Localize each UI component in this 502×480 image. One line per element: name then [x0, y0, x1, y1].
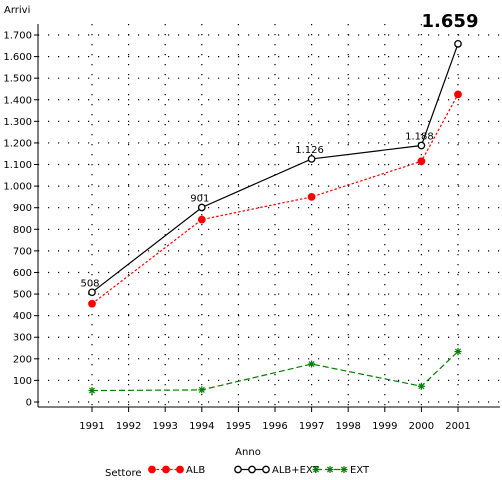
legend-marker-alb: [148, 465, 156, 474]
legend-label-alb-ext: ALB+EXT: [272, 465, 320, 476]
x-tick-label: 1999: [372, 421, 397, 432]
y-tick-label: 500: [13, 290, 32, 301]
y-tick-label: 1.600: [3, 52, 32, 63]
data-point-alb-ext: [88, 288, 96, 297]
legend-marker-alb-ext: [248, 465, 256, 474]
y-tick-label: 400: [13, 311, 32, 322]
y-tick-label: 0: [26, 398, 32, 409]
data-point-alb: [417, 157, 426, 166]
x-tick-label: 1998: [335, 421, 360, 432]
y-tick-label: 800: [13, 225, 32, 236]
x-tick-label: 2000: [409, 421, 434, 432]
data-label: 901: [190, 193, 209, 204]
legend-label-ext: EXT: [350, 465, 370, 476]
y-tick-label: 900: [13, 203, 32, 214]
y-tick-label: 1.100: [3, 160, 32, 171]
series-line-ext: [91, 351, 459, 392]
x-tick-label: 1991: [79, 421, 104, 432]
x-tick-label: 1992: [116, 421, 141, 432]
legend-marker-alb: [162, 465, 170, 474]
y-tick-label: 1.300: [3, 117, 32, 128]
y-axis-title: Arrivi: [4, 5, 30, 16]
data-point-alb: [307, 193, 316, 201]
data-point-alb: [454, 90, 462, 99]
x-tick-label: 1995: [226, 421, 251, 432]
legend-title: Settore: [105, 468, 142, 479]
legend: Settore ALB ALB+EXT EXT: [105, 465, 370, 479]
x-tick-label: 1997: [299, 421, 324, 432]
series-line-alb: [91, 94, 459, 305]
y-tick-label: 100: [13, 376, 32, 387]
data-label: 508: [80, 278, 99, 289]
y-tick-label: 300: [13, 333, 32, 344]
x-axis-title: Anno: [235, 447, 261, 458]
legend-marker-ext: [312, 466, 320, 473]
legend-label-alb: ALB: [186, 465, 205, 476]
legend-marker-ext: [340, 466, 348, 473]
x-tick-label: 1993: [152, 421, 177, 432]
y-tick-label: 1.400: [3, 95, 32, 106]
x-tick-label: 1996: [262, 421, 287, 432]
data-point-ext: [454, 347, 462, 355]
data-point-alb: [88, 299, 96, 308]
legend-marker-alb-ext: [262, 465, 270, 474]
x-tick-label: 1994: [189, 421, 214, 432]
data-point-ext: [88, 387, 96, 395]
y-tick-label: 1.700: [3, 31, 32, 42]
data-label: 1.188: [405, 132, 434, 143]
axes: 0 100 200 300 400 500 600 700 800 900 1.000 1.100 1.…: [3, 24, 500, 432]
data-labels: 508 901 1.126 1.188 1.659: [80, 11, 478, 289]
data-point-alb-ext: [417, 141, 426, 150]
series-layer: [88, 40, 462, 395]
data-label: 1.659: [422, 11, 479, 32]
y-tick-label: 600: [13, 268, 32, 279]
y-tick-label: 1.500: [3, 74, 32, 85]
legend-marker-alb: [176, 465, 184, 474]
data-point-alb-ext: [454, 40, 462, 48]
x-tick-label: 2001: [445, 421, 470, 432]
legend-marker-alb-ext: [234, 465, 242, 474]
grid: [38, 24, 500, 407]
data-point-alb: [197, 215, 206, 224]
data-point-alb-ext: [197, 203, 206, 212]
data-label: 1.126: [295, 145, 324, 156]
data-point-ext: [417, 382, 425, 390]
y-tick-label: 1.200: [3, 138, 32, 149]
data-point-ext: [198, 386, 206, 394]
y-tick-label: 700: [13, 246, 32, 257]
data-point-ext: [308, 360, 316, 368]
data-point-alb-ext: [307, 155, 316, 163]
y-tick-label: 200: [13, 354, 32, 365]
y-tick-label: 1.000: [3, 182, 32, 193]
legend-marker-ext: [326, 466, 334, 473]
